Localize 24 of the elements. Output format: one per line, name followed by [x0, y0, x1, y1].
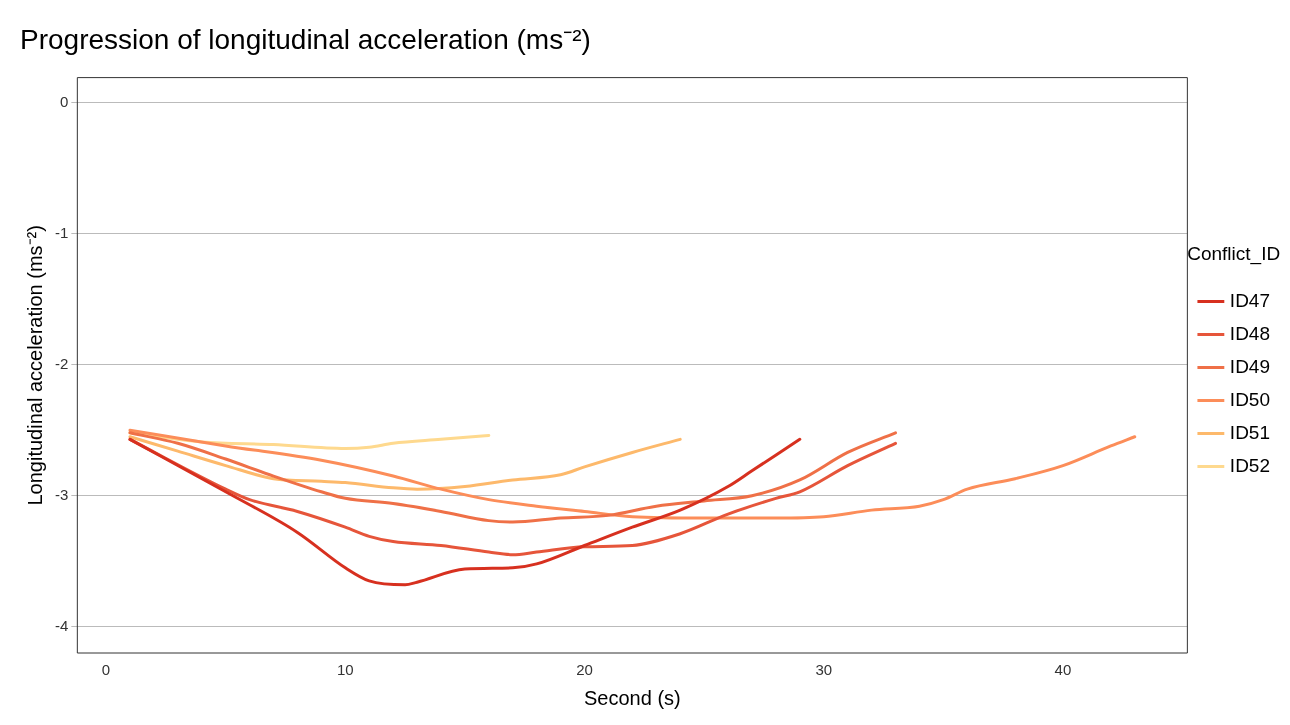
legend-label: ID50	[1229, 388, 1271, 410]
legend-label: ID48	[1229, 322, 1271, 344]
legend-label: ID51	[1229, 421, 1271, 443]
y-tick-label: 0	[59, 92, 69, 110]
line-series	[128, 428, 1137, 520]
x-tick-label: 20	[576, 661, 593, 679]
legend-label: ID52	[1229, 454, 1271, 476]
x-tick-label: 30	[815, 661, 833, 679]
legend-title: Conflict_ID	[1187, 242, 1281, 265]
y-tick-label: -1	[54, 223, 69, 241]
x-tick-label: 40	[1054, 661, 1072, 679]
y-tick-label: -4	[54, 616, 69, 634]
y-axis-title: Longitudinal acceleration (ms⁻²)	[23, 225, 46, 506]
line-series	[128, 437, 802, 587]
chart-title: Progression of longitudinal acceleration (ms⁻²)	[20, 23, 591, 55]
legend-label: ID47	[1229, 289, 1271, 311]
line-series	[128, 435, 682, 491]
x-tick-label: 10	[336, 661, 354, 679]
legend-label: ID49	[1229, 355, 1271, 377]
x-tick-label: 0	[101, 661, 111, 679]
line-series	[128, 431, 898, 524]
x-axis-title: Second (s)	[583, 686, 681, 709]
y-tick-label: -3	[54, 485, 69, 503]
y-tick-label: -2	[54, 354, 69, 372]
